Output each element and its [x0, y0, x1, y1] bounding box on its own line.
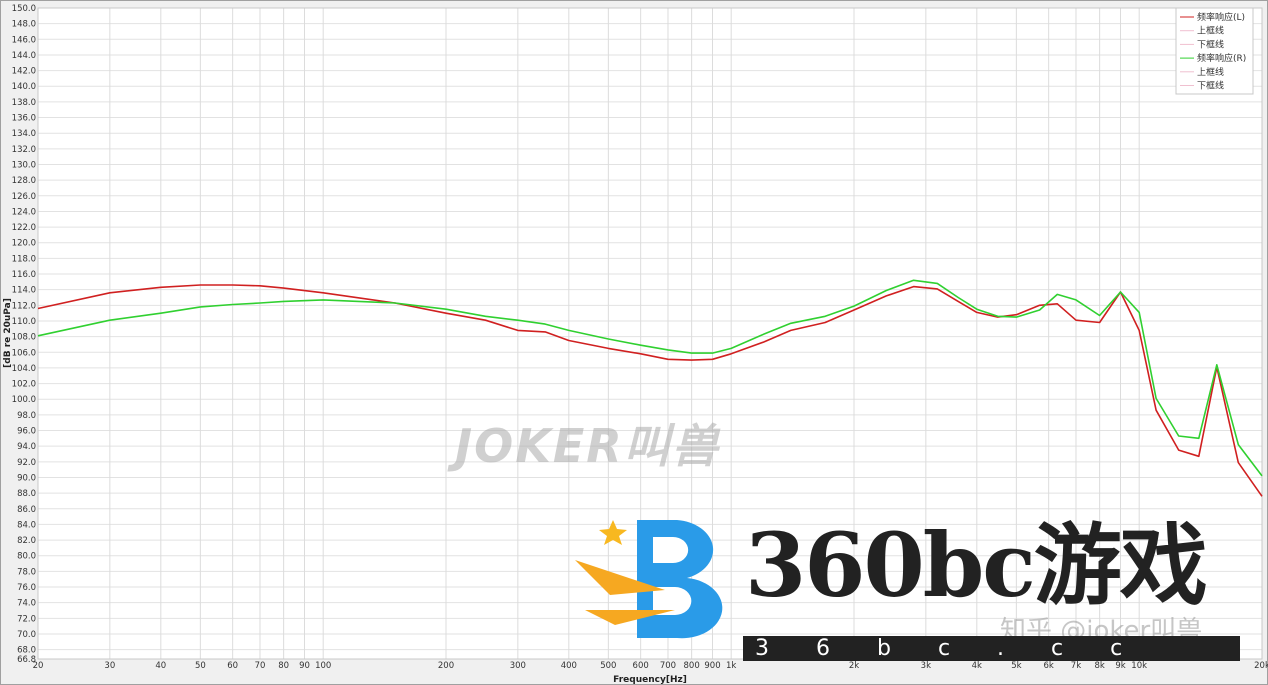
y-tick-label: 110.0 [12, 317, 36, 327]
x-tick-label: 6k [1043, 661, 1053, 671]
y-tick-label: 108.0 [12, 333, 36, 343]
legend-label: 频率响应(R) [1197, 52, 1246, 64]
x-axis-label: Frequency[Hz] [613, 675, 687, 685]
y-tick-label: 74.0 [17, 599, 36, 609]
y-tick-label: 144.0 [12, 51, 36, 61]
x-tick-label: 400 [561, 661, 577, 671]
y-tick-label: 128.0 [12, 176, 36, 186]
x-tick-label: 80 [278, 661, 289, 671]
x-tick-label: 9k [1115, 661, 1125, 671]
x-tick-label: 900 [704, 661, 720, 671]
x-tick-label: 1k [726, 661, 736, 671]
y-tick-label: 138.0 [12, 98, 36, 108]
y-tick-label: 70.0 [17, 630, 36, 640]
y-tick-label: 130.0 [12, 160, 36, 170]
y-tick-label: 66.8 [17, 655, 36, 665]
y-tick-label: 72.0 [17, 614, 36, 624]
x-tick-label: 3k [921, 661, 931, 671]
y-tick-label: 150.0 [12, 4, 36, 14]
x-tick-label: 300 [510, 661, 526, 671]
x-tick-label: 90 [299, 661, 310, 671]
y-tick-label: 100.0 [12, 395, 36, 405]
x-tick-label: 100 [315, 661, 331, 671]
plot-border [37, 7, 1263, 660]
x-tick-label: 20 [33, 661, 44, 671]
y-tick-label: 84.0 [17, 520, 36, 530]
x-tick-label: 50 [195, 661, 206, 671]
y-tick-label: 122.0 [12, 223, 36, 233]
y-tick-label: 116.0 [12, 270, 36, 280]
x-tick-label: 2k [849, 661, 859, 671]
legend-label: 上框线 [1197, 66, 1224, 78]
x-tick-label: 60 [227, 661, 238, 671]
x-tick-label: 700 [660, 661, 676, 671]
y-tick-label: 96.0 [17, 427, 36, 437]
y-tick-label: 78.0 [17, 567, 36, 577]
y-tick-label: 68.0 [17, 646, 36, 656]
legend-label: 上框线 [1197, 25, 1224, 37]
y-tick-label: 98.0 [17, 411, 36, 421]
x-tick-label: 800 [684, 661, 700, 671]
y-tick-label: 140.0 [12, 82, 36, 92]
legend-label: 下框线 [1197, 80, 1224, 92]
y-tick-label: 136.0 [12, 114, 36, 124]
x-tick-label: 7k [1071, 661, 1081, 671]
y-tick-label: 104.0 [12, 364, 36, 374]
y-tick-label: 142.0 [12, 67, 36, 77]
y-tick-label: 132.0 [12, 145, 36, 155]
x-tick-label: 20k [1254, 661, 1268, 671]
x-tick-label: 200 [438, 661, 454, 671]
y-tick-label: 148.0 [12, 20, 36, 30]
y-tick-label: 90.0 [17, 473, 36, 483]
y-tick-label: 134.0 [12, 129, 36, 139]
y-tick-label: 88.0 [17, 489, 36, 499]
y-tick-label: 94.0 [17, 442, 36, 452]
y-tick-label: 112.0 [12, 301, 36, 311]
y-tick-label: 86.0 [17, 505, 36, 515]
x-tick-label: 5k [1011, 661, 1021, 671]
series-line-right [37, 279, 1263, 477]
plot-area [38, 8, 1262, 659]
legend-label: 频率响应(L) [1197, 11, 1245, 23]
y-tick-label: 82.0 [17, 536, 36, 546]
y-tick-label: 126.0 [12, 192, 36, 202]
x-tick-label: 500 [600, 661, 616, 671]
y-tick-label: 118.0 [12, 254, 36, 264]
x-tick-label: 10k [1131, 661, 1147, 671]
x-tick-label: 600 [633, 661, 649, 671]
x-tick-label: 4k [972, 661, 982, 671]
y-tick-label: 102.0 [12, 380, 36, 390]
y-axis-label: [dB re 20uPa] [3, 298, 13, 368]
legend-label: 下框线 [1197, 38, 1224, 50]
legend-box [1175, 7, 1254, 95]
x-tick-label: 40 [155, 661, 166, 671]
y-tick-label: 114.0 [12, 286, 36, 296]
y-tick-label: 146.0 [12, 35, 36, 45]
y-tick-label: 120.0 [12, 239, 36, 249]
x-tick-label: 30 [104, 661, 115, 671]
y-tick-label: 124.0 [12, 207, 36, 217]
x-tick-label: 70 [255, 661, 266, 671]
y-tick-label: 106.0 [12, 348, 36, 358]
y-tick-label: 76.0 [17, 583, 36, 593]
y-tick-label: 92.0 [17, 458, 36, 468]
x-tick-label: 8k [1094, 661, 1104, 671]
y-tick-label: 80.0 [17, 552, 36, 562]
